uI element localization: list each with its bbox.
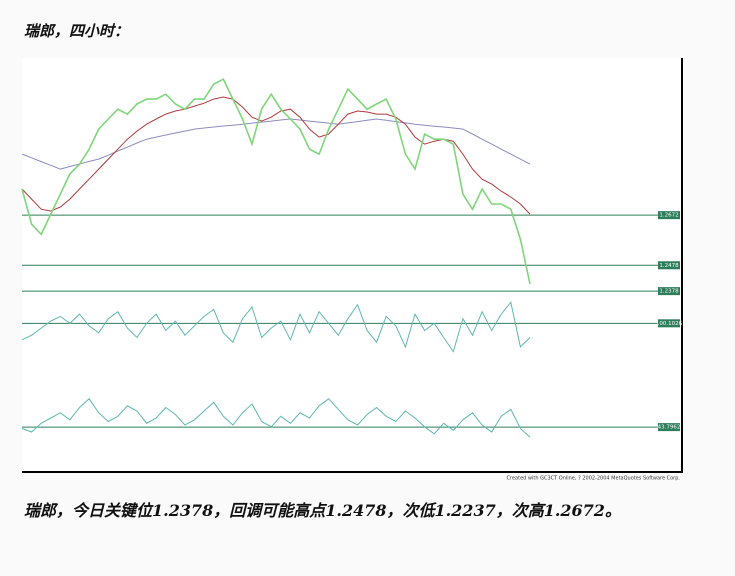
level-label-box	[658, 423, 680, 432]
indicator-line	[21, 398, 531, 438]
level-label-box	[658, 319, 680, 328]
level-label-box	[658, 211, 680, 220]
indicator-line	[21, 301, 531, 353]
header-title: 瑞郎，四小时：	[24, 22, 130, 40]
level-label-box	[658, 261, 680, 270]
level-label-box	[658, 287, 680, 296]
level-label: 100.1026	[656, 321, 683, 327]
level-label: 43.7962	[658, 425, 681, 431]
price-line	[21, 78, 531, 285]
footer-text: 瑞郎，今日关键位1.2378，回调可能高点1.2478，次低1.2237，次高1…	[24, 501, 621, 520]
level-label: 1.2378	[659, 289, 679, 295]
level-label: 1.2478	[659, 263, 679, 269]
chart: Created with GC3CT Online, ? 2002-2004 M…	[21, 58, 683, 482]
level-label: 1.2672	[659, 213, 678, 219]
moving-average-line	[21, 118, 531, 170]
credit: Created with GC3CT Online, ? 2002-2004 M…	[507, 476, 681, 482]
